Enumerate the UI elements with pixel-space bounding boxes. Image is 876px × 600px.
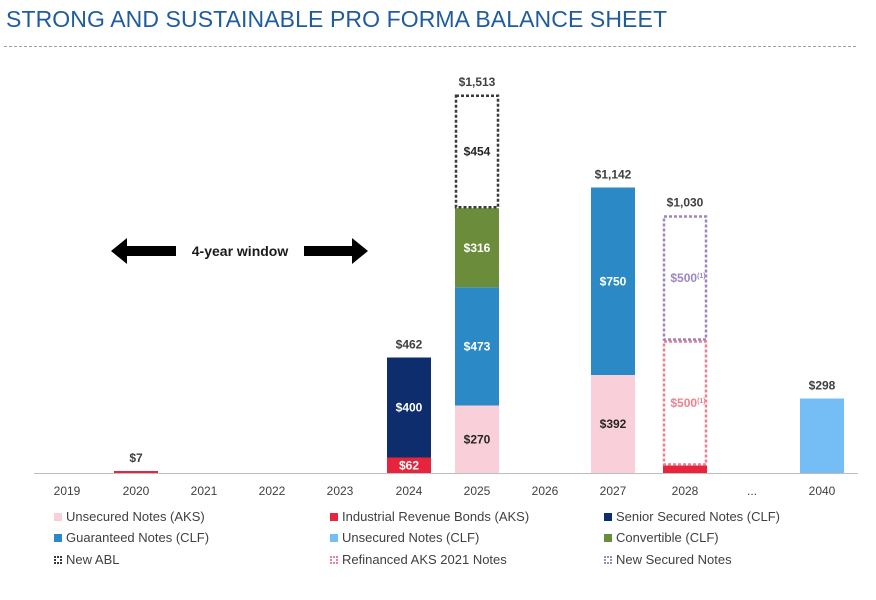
window-annotation: 4-year window: [192, 243, 289, 259]
bar-value-label: $62: [399, 458, 419, 472]
bar-total-label: $298: [809, 379, 836, 393]
bar-value-label: $500(1): [670, 396, 705, 410]
bar-new-secured-notes: [662, 215, 708, 341]
bar-value-label: $750: [600, 274, 627, 288]
title-divider: [4, 46, 856, 47]
x-tick-label: 2026: [532, 484, 559, 498]
x-tick-label: ...: [747, 484, 757, 498]
x-tick-label: 2025: [464, 484, 491, 498]
bar-guaranteed-notes-clf: [455, 287, 499, 406]
page-title: STRONG AND SUSTAINABLE PRO FORMA BALANCE…: [6, 6, 668, 32]
x-tick-label: 2021: [191, 484, 218, 498]
bar-unsecured-notes-clf: [800, 398, 844, 473]
bar-refinanced-aks-2021-notes: [662, 340, 708, 466]
bar-senior-secured-notes-clf: [387, 357, 431, 458]
bar-unsecured-notes-aks: [591, 375, 635, 473]
x-tick-label: 2022: [259, 484, 286, 498]
bar-value-label: $454: [464, 145, 491, 159]
bar-unsecured-notes-aks: [455, 405, 499, 473]
bar-convertible-clf: [455, 208, 499, 288]
bar-value-label: $473: [464, 339, 491, 353]
bar-total-label: $1,513: [459, 75, 496, 89]
bar-value-label: $316: [464, 241, 491, 255]
x-tick-label: 2024: [396, 484, 423, 498]
x-tick-label: 2027: [600, 484, 627, 498]
x-tick-label: 2023: [327, 484, 354, 498]
right-arrow-icon: [304, 238, 368, 264]
bar-industrial-revenue-bonds-aks: [114, 471, 158, 473]
bar-total-label: $1,030: [667, 196, 704, 210]
bar-value-label: $270: [464, 432, 491, 446]
bar-guaranteed-notes-clf: [591, 187, 635, 375]
bar-value-label: $400: [396, 401, 423, 415]
bar-industrial-revenue-bonds-aks: [387, 457, 431, 473]
x-tick-label: 2040: [809, 484, 836, 498]
bar-total-label: $1,142: [595, 168, 632, 182]
bar-value-label: $392: [600, 417, 627, 431]
bar-value-label: $500(1): [670, 271, 705, 285]
bar-industrial-revenue-bonds-aks: [663, 465, 707, 473]
bar-total-label: $7: [129, 451, 143, 465]
bar-new-abl: [454, 94, 500, 209]
bar-total-label: $462: [396, 338, 423, 352]
x-tick-label: 2020: [123, 484, 150, 498]
left-arrow-icon: [111, 238, 176, 264]
x-tick-label: 2019: [54, 484, 81, 498]
x-tick-label: 2028: [672, 484, 699, 498]
